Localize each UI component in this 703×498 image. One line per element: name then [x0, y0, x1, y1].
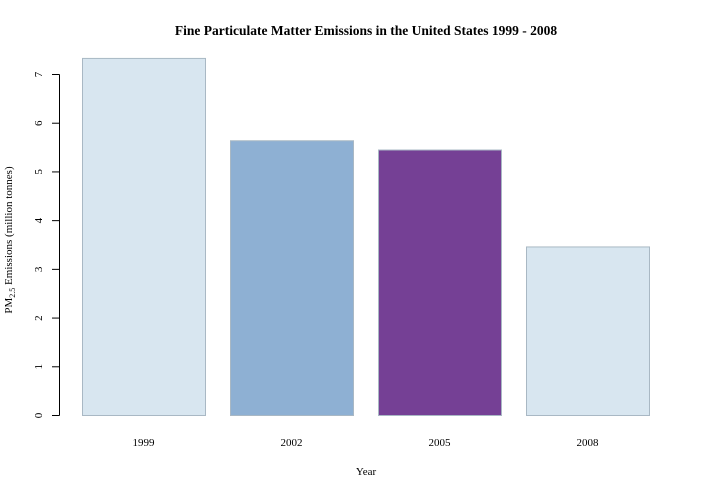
- bars-group: [82, 57, 650, 416]
- x-axis-labels: 1999 2002 2005 2008: [133, 437, 600, 449]
- x-tick-label-2005: 2005: [429, 437, 452, 449]
- y-axis-title-suffix: Emissions (million tonnes): [3, 166, 15, 288]
- y-tick-label-3: 3: [33, 266, 45, 272]
- y-tick-label-1: 1: [33, 364, 45, 370]
- bar-2002: [230, 140, 354, 416]
- y-tick-label-4: 4: [33, 217, 45, 223]
- x-tick-label-1999: 1999: [133, 437, 156, 449]
- chart-title: Fine Particulate Matter Emissions in the…: [175, 23, 557, 38]
- bar-2005: [378, 149, 502, 416]
- x-axis-title: Year: [356, 466, 377, 478]
- bar-1999: [82, 57, 206, 416]
- x-tick-label-2002: 2002: [281, 437, 303, 449]
- y-axis-title: PM2.5 Emissions (million tonnes): [3, 166, 17, 314]
- y-tick-label-7: 7: [33, 71, 45, 77]
- y-axis-title-subscript: 2.5: [8, 288, 17, 298]
- y-tick-label-5: 5: [33, 169, 45, 175]
- bar-2008: [526, 246, 650, 416]
- y-axis: 0 1 2 3 4 5 6 7: [33, 71, 60, 418]
- y-tick-label-2: 2: [33, 315, 45, 321]
- y-tick-label-6: 6: [33, 120, 45, 126]
- y-axis-title-prefix: PM: [3, 297, 15, 313]
- y-tick-label-0: 0: [33, 412, 45, 418]
- x-tick-label-2008: 2008: [577, 437, 600, 449]
